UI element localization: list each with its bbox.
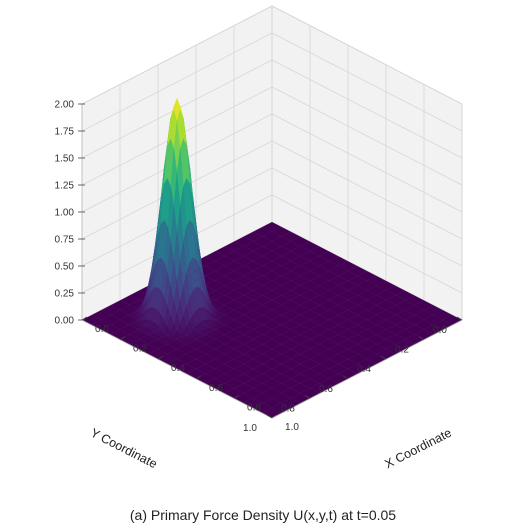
floor-meshline: [167, 275, 358, 374]
figure-caption: (a) Primary Force Density U(x,y,t) at t=…: [129, 507, 397, 523]
z-tick-label: 0.25: [55, 289, 75, 300]
y-tick-mark: [456, 316, 463, 321]
y-tick-mark: [380, 355, 387, 360]
surface-mesh: [122, 97, 232, 348]
z-tick-label: 1.00: [55, 208, 75, 219]
x-tick-mark: [119, 336, 126, 340]
x-tick-label: 0.4: [171, 363, 185, 374]
x-tick-label: 0.2: [133, 344, 147, 355]
floor-meshline: [129, 295, 320, 394]
floor-meshline: [110, 304, 301, 404]
floor-meshline: [186, 275, 377, 374]
z-tick-label: 0.00: [55, 316, 75, 327]
z-tick-label: 0.50: [55, 262, 75, 273]
floor-meshline: [157, 280, 349, 379]
gridline-z: [271, 194, 463, 294]
x-tick-label: 0.0: [95, 324, 109, 335]
surface-patch: [182, 343, 191, 348]
floor-meshline: [262, 314, 453, 414]
gridline-z: [81, 5, 273, 105]
z-tick-label: 0.75: [55, 235, 75, 246]
x-tick-label: 0.6: [209, 383, 223, 394]
floor-meshline: [214, 290, 406, 389]
gridline-z: [271, 86, 463, 186]
y-tick-label: 0.4: [357, 364, 371, 375]
z-tick-label: 1.50: [55, 154, 75, 165]
floor-meshline: [233, 300, 425, 399]
y-tick-mark: [304, 395, 311, 399]
x-tick-mark: [233, 395, 240, 399]
gridline-z: [271, 5, 463, 105]
floor-meshline: [195, 280, 387, 379]
floor-meshline: [138, 290, 330, 389]
z-tick-label: 1.25: [55, 181, 75, 192]
z-tick-label: 2.00: [55, 100, 75, 111]
z-tick-label: 1.75: [55, 127, 75, 138]
x-tick-mark: [157, 355, 164, 360]
gridline-z: [271, 167, 463, 267]
floor-meshline: [205, 285, 396, 384]
y-tick-mark: [342, 375, 349, 380]
x-tick-label: 0.8: [247, 402, 261, 413]
y-tick-label: 0.0: [433, 325, 447, 336]
surface-patch: [154, 341, 162, 347]
gridline-z: [81, 32, 273, 132]
floor-meshline: [119, 300, 311, 399]
x-tick-mark: [195, 375, 202, 380]
x-axis-line: [81, 319, 273, 419]
y-tick-label: 0.2: [395, 345, 409, 356]
gridline-z: [271, 59, 463, 159]
surface-patch: [163, 343, 172, 348]
x-axis-label: X Coordinate: [382, 426, 453, 472]
floor-meshline: [100, 309, 292, 409]
gridline-z: [271, 140, 463, 240]
y-tick-label: 1.0: [243, 423, 257, 434]
floor-meshline: [252, 309, 444, 409]
x-tick-label: 1.0: [285, 422, 299, 433]
x-tick-mark: [81, 316, 88, 321]
gridline-z: [271, 113, 463, 213]
gridline-z: [271, 32, 463, 132]
y-axis-label: Y Coordinate: [88, 426, 159, 472]
y-tick-mark: [418, 336, 425, 340]
floor-meshline: [176, 270, 368, 369]
y-axis-line: [271, 319, 463, 419]
surface-patch: [192, 341, 200, 347]
floor-meshline: [91, 314, 282, 414]
floor-meshline: [148, 285, 339, 384]
floor-meshline: [224, 295, 415, 394]
floor-meshline: [243, 304, 434, 404]
surface-chart: 0.00 0.25 0.50 0.75 1.00 1.25 1.50 1.75 2.00 0.0 0…: [55, 5, 463, 472]
y-tick-mark: [266, 414, 273, 419]
y-tick-label: 0.6: [319, 384, 333, 395]
y-tick-label: 0.8: [281, 403, 295, 414]
